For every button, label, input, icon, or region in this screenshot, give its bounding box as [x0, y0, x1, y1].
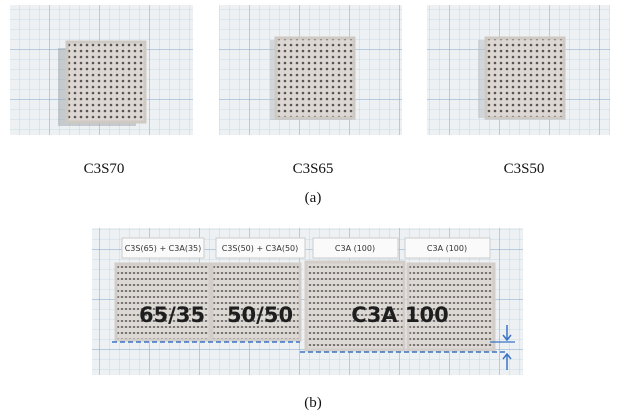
photo-a3	[427, 5, 610, 135]
ratio-label: C3A 100	[351, 303, 448, 327]
figure: C3S70 C3S65 C3S50 (a) C3S(65) + C3A(35) …	[0, 0, 621, 415]
sample-tag: C3A (100)	[427, 244, 467, 253]
sample-tag: C3A (100)	[335, 244, 375, 253]
figure-label: (a)	[305, 190, 322, 206]
ratio-label: 50/50	[227, 303, 293, 327]
photo-a2	[219, 5, 402, 135]
sample-tag: C3S(65) + C3A(35)	[125, 244, 202, 253]
caption: C3S50	[504, 161, 545, 177]
figure-label: (b)	[304, 395, 322, 411]
sample-tag: C3S(50) + C3A(50)	[222, 244, 299, 253]
caption: C3S65	[293, 161, 334, 177]
photo-a1	[10, 5, 193, 135]
ratio-label: 65/35	[139, 303, 205, 327]
caption: C3S70	[84, 161, 125, 177]
